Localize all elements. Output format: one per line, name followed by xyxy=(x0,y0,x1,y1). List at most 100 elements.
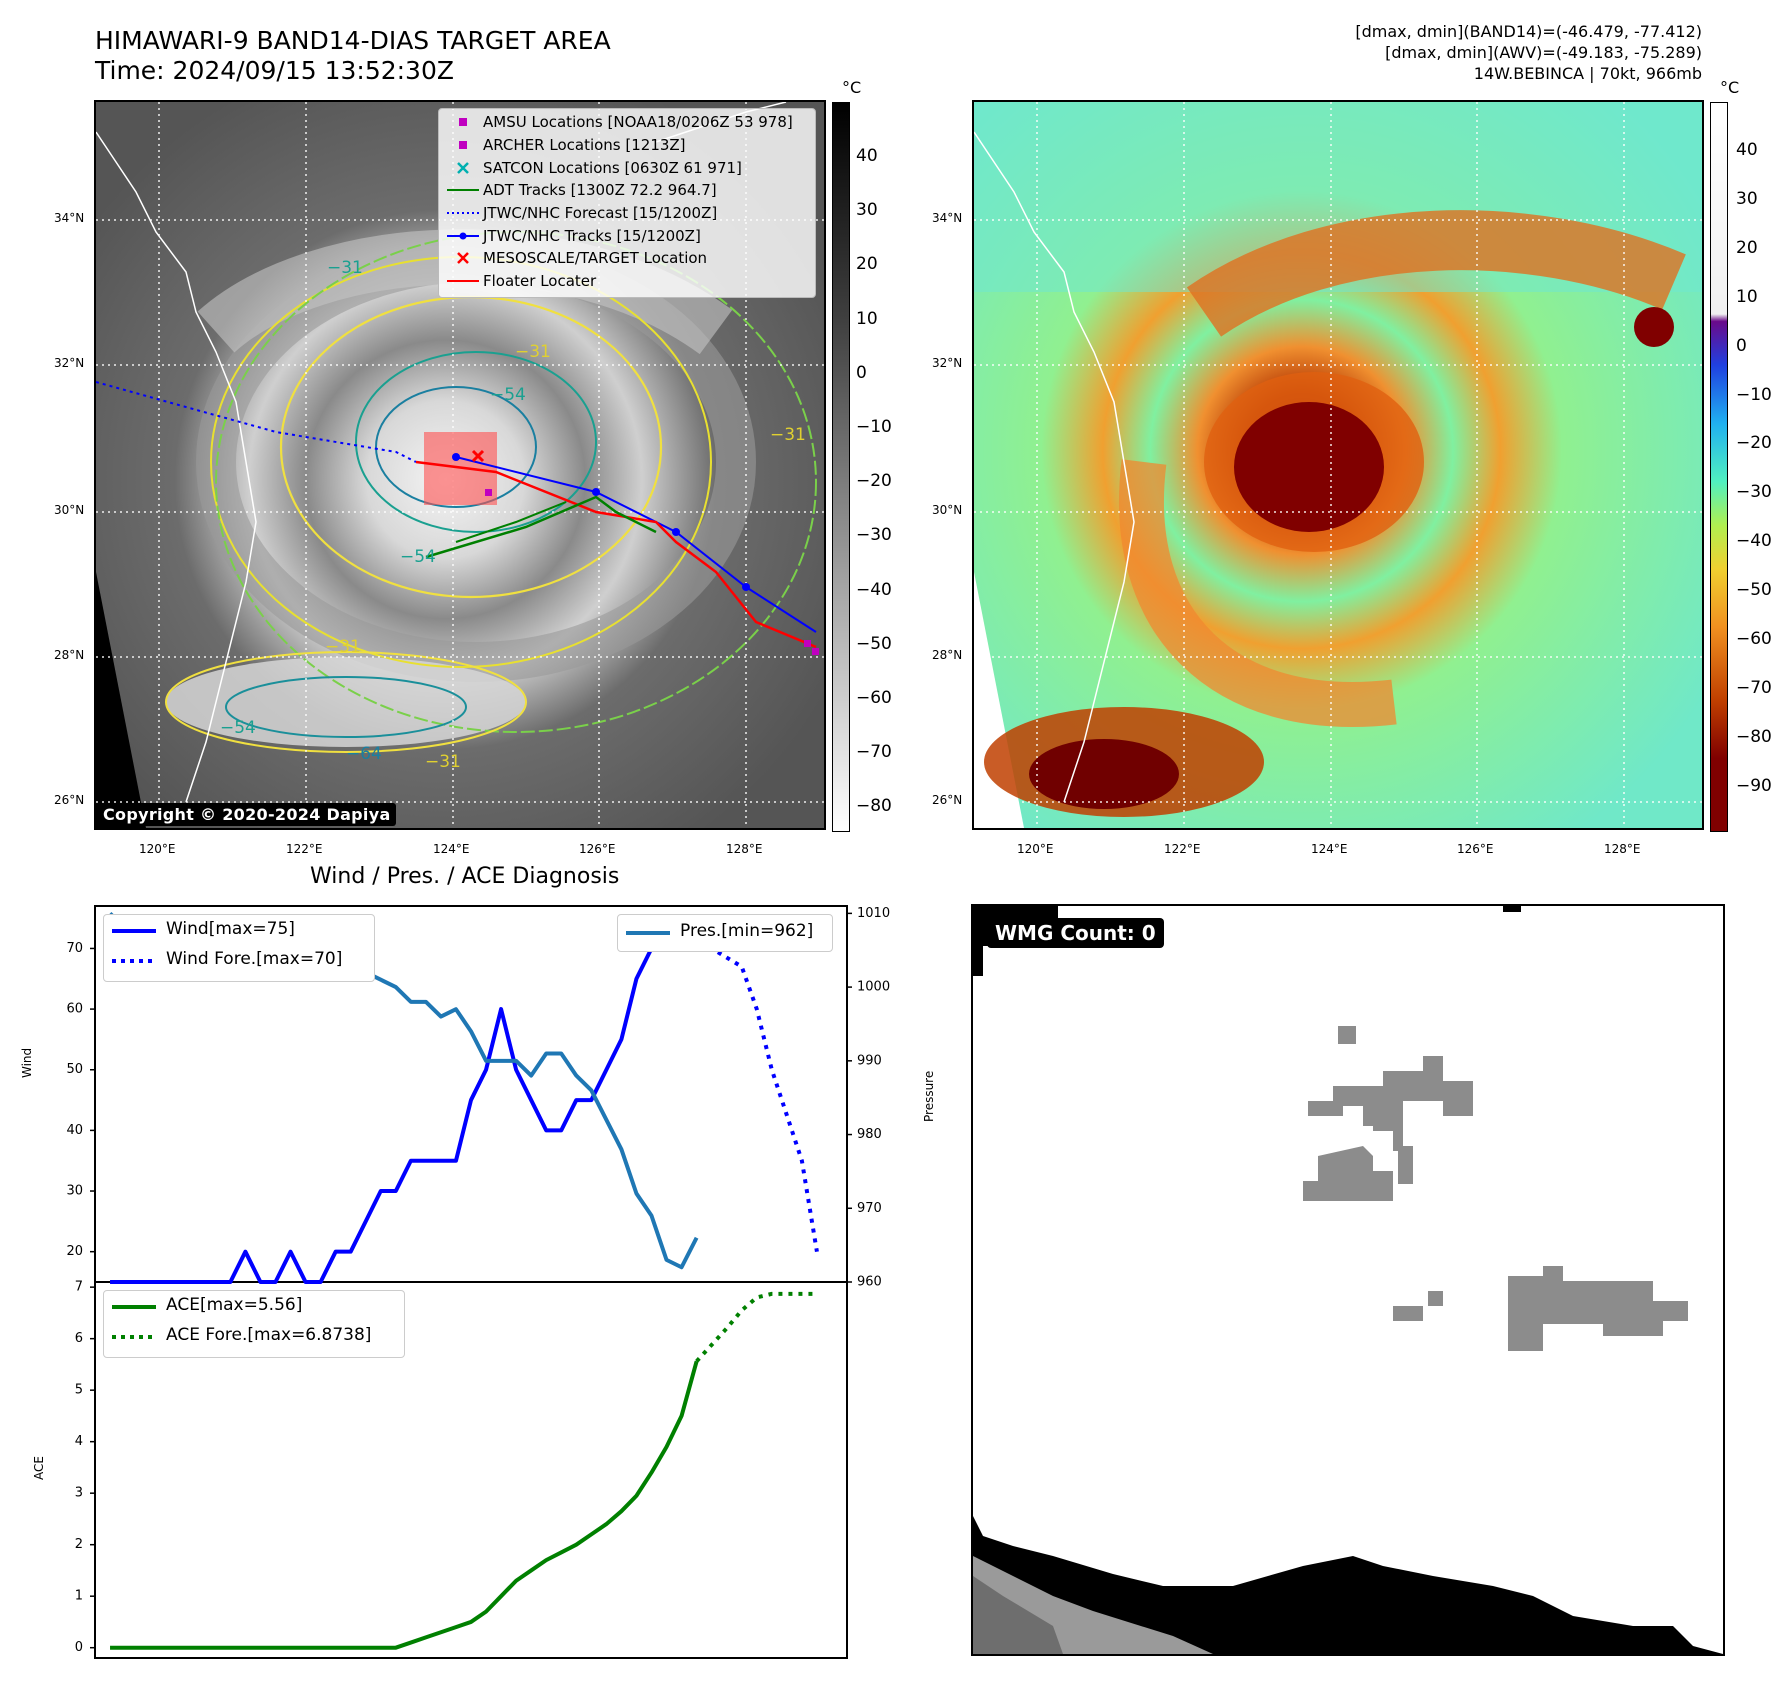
ace-ytick-label: 3 xyxy=(75,1486,83,1501)
wind-fore-legend-label: Wind Fore.[max=70] xyxy=(166,949,343,969)
wind-ytick-label: 50 xyxy=(66,1062,83,1077)
contour-label: −31 xyxy=(425,752,461,772)
legend-label: JTWC/NHC Forecast [15/1200Z] xyxy=(483,204,718,223)
colorbar-tick-label: −20 xyxy=(1736,433,1772,454)
left-colorbar-unit: °C xyxy=(842,78,862,97)
wmg-map xyxy=(973,906,1723,1654)
lat-tick-label: 26°N xyxy=(932,793,963,807)
colorbar-tick-label: −30 xyxy=(856,525,892,546)
wind-legend-label: Wind[max=75] xyxy=(166,919,295,939)
band14-map-panel: Copyright © 2020-2024 Dapiya AMSU Locati… xyxy=(94,100,826,830)
map-legend-item: AMSU Locations [NOAA18/0206Z 53 978] xyxy=(443,111,811,134)
lat-tick-label: 26°N xyxy=(54,793,85,807)
ace-legend-label: ACE[max=5.56] xyxy=(166,1295,303,1315)
series-line-Wind[max=75] xyxy=(110,916,712,1284)
pressure-legend-label: Pres.[min=962] xyxy=(680,921,814,941)
lat-tick-label: 32°N xyxy=(54,356,85,370)
wind-legend: Wind[max=75] Wind Fore.[max=70] xyxy=(103,914,375,982)
legend-symbol xyxy=(443,247,483,269)
contour-label: −54 xyxy=(220,718,256,738)
pressure-ytick-label: 960 xyxy=(857,1275,882,1290)
colorbar-tick-label: 10 xyxy=(856,308,878,329)
ace-ytick-label: 1 xyxy=(75,1589,83,1604)
lon-tick-label: 120°E xyxy=(139,842,176,856)
lat-tick-label: 28°N xyxy=(54,648,85,662)
ace-ytick-label: 6 xyxy=(75,1331,83,1346)
ace-ytick-label: 0 xyxy=(75,1640,83,1655)
colorbar-tick-label: −10 xyxy=(1736,384,1772,405)
colorbar-tick-label: −20 xyxy=(856,471,892,492)
stats-awv: [dmax, dmin](AWV)=(-49.183, -75.289) xyxy=(1385,43,1702,62)
lon-tick-label: 122°E xyxy=(1164,842,1201,856)
pressure-axis-label: Pressure xyxy=(922,1070,936,1122)
map-legend-item: JTWC/NHC Forecast [15/1200Z] xyxy=(443,202,811,225)
colorbar-tick-label: −30 xyxy=(1736,482,1772,503)
series-line-ACE Fore.[max=6.8738] xyxy=(695,1291,817,1363)
lat-tick-label: 32°N xyxy=(932,356,963,370)
lon-tick-label: 122°E xyxy=(286,842,323,856)
series-line-ACE[max=5.56] xyxy=(110,1360,699,1650)
contour-label: −31 xyxy=(325,637,361,657)
colorbar-tick-label: −70 xyxy=(1736,677,1772,698)
ace-axis-label: ACE xyxy=(32,1456,46,1480)
colorbar-tick-label: −60 xyxy=(856,688,892,708)
copyright-badge: Copyright © 2020-2024 Dapiya xyxy=(98,803,396,826)
lat-tick-label: 30°N xyxy=(932,503,963,517)
map-legend-item: Floater Locater xyxy=(443,270,811,293)
lon-tick-label: 120°E xyxy=(1017,842,1054,856)
colorbar-tick-label: 30 xyxy=(1736,188,1758,209)
wind-ytick-label: 30 xyxy=(66,1184,83,1199)
map-legend-item: ADT Tracks [1300Z 72.2 964.7] xyxy=(443,179,811,202)
lon-tick-label: 126°E xyxy=(579,842,616,856)
awv-map-panel xyxy=(972,100,1704,830)
right-colorbar-unit: °C xyxy=(1720,78,1740,97)
legend-symbol xyxy=(443,179,483,201)
ace-fore-legend-line xyxy=(112,1335,156,1339)
legend-symbol xyxy=(443,270,483,292)
ace-fore-legend-label: ACE Fore.[max=6.8738] xyxy=(166,1325,372,1345)
colorbar-tick-label: −50 xyxy=(856,633,892,654)
awv-map xyxy=(974,102,1702,828)
lon-tick-label: 128°E xyxy=(726,842,763,856)
colorbar-tick-label: 10 xyxy=(1736,286,1758,307)
colorbar-tick-label: −60 xyxy=(1736,629,1772,649)
pressure-legend-line xyxy=(626,931,670,935)
wind-ytick-label: 20 xyxy=(66,1244,83,1259)
lat-tick-label: 34°N xyxy=(932,211,963,225)
wind-fore-legend-line xyxy=(112,959,156,963)
pressure-ytick-label: 980 xyxy=(857,1127,882,1142)
ace-legend-line xyxy=(112,1305,156,1309)
stats-band14: [dmax, dmin](BAND14)=(-46.479, -77.412) xyxy=(1355,22,1702,41)
contour-label: −31 xyxy=(515,342,551,362)
colorbar-tick-label: 40 xyxy=(1736,140,1758,160)
legend-symbol xyxy=(443,225,483,247)
series-line-Wind Fore.[max=70] xyxy=(680,916,819,1253)
storm-info: 14W.BEBINCA | 70kt, 966mb xyxy=(1473,64,1702,83)
colorbar-tick-label: 0 xyxy=(856,362,867,383)
ace-ytick-label: 7 xyxy=(75,1280,83,1295)
ace-ytick-label: 2 xyxy=(75,1537,83,1552)
colorbar-tick-label: −50 xyxy=(1736,580,1772,601)
legend-symbol xyxy=(443,111,483,133)
legend-symbol xyxy=(443,202,483,224)
legend-label: AMSU Locations [NOAA18/0206Z 53 978] xyxy=(483,113,793,132)
colorbar-tick-label: 30 xyxy=(856,200,878,221)
map-legend-item: MESOSCALE/TARGET Location xyxy=(443,247,811,270)
contour-label: −54 xyxy=(400,547,436,567)
lat-tick-label: 28°N xyxy=(932,648,963,662)
lon-tick-label: 124°E xyxy=(1311,842,1348,856)
lat-tick-label: 34°N xyxy=(54,211,85,225)
legend-symbol xyxy=(443,157,483,179)
pressure-ytick-label: 1000 xyxy=(857,980,890,995)
colorbar-tick-label: −10 xyxy=(856,417,892,437)
colorbar-tick-label: −90 xyxy=(1736,775,1772,796)
legend-label: Floater Locater xyxy=(483,272,597,291)
legend-label: MESOSCALE/TARGET Location xyxy=(483,249,708,268)
colorbar-tick-label: −70 xyxy=(856,742,892,763)
lon-tick-label: 124°E xyxy=(433,842,470,856)
diagnosis-title: Wind / Pres. / ACE Diagnosis xyxy=(310,864,620,889)
wind-ytick-label: 70 xyxy=(66,941,83,956)
ace-ytick-label: 4 xyxy=(75,1434,83,1449)
contour-label: −31 xyxy=(770,425,806,445)
wind-legend-line xyxy=(112,929,156,933)
